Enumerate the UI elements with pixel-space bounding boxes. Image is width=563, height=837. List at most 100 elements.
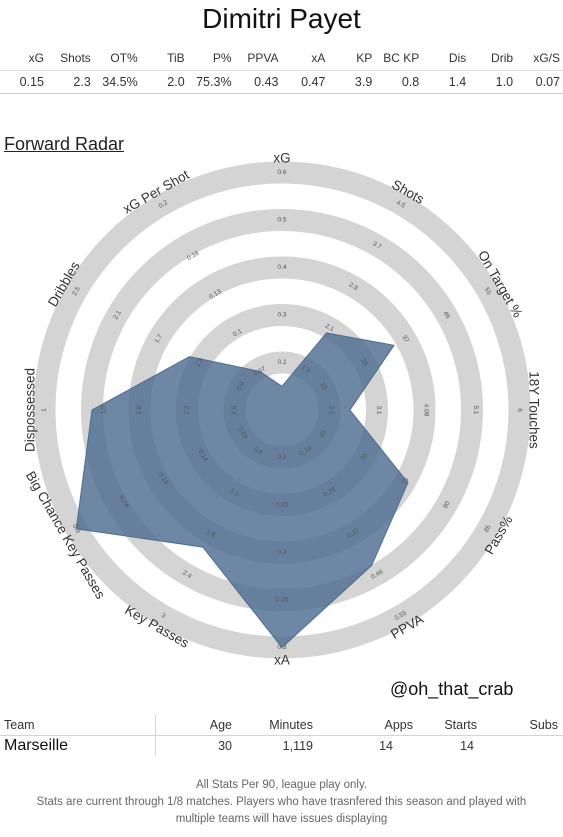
axis-tick-label: 2.2 [184,405,191,414]
axis-tick-label: 4.08 [423,404,430,417]
team-cell: Marseille [4,737,69,754]
axis-tick-label: 6 [516,408,523,412]
team-cell: 14 [379,739,393,753]
player-name: Dimitri Payet [202,3,361,34]
axis-tick-label: 28 [359,358,369,368]
axis-tick-label: 2.6 [231,405,238,414]
stat-value: 0.07 [535,75,560,89]
stat-header: BC KP [383,51,420,65]
watermark: @oh_that_crab [390,679,514,699]
axis-tick-label: 65 [318,429,328,439]
axis-tick-label: 1.7 [153,333,164,345]
axis-tick-label: 0.3 [277,644,286,651]
footnote: All Stats Per 90, league play only. [195,779,368,791]
footnote: multiple teams will have issues displayi… [175,813,388,825]
radar-area [75,332,409,649]
table-divider [155,714,156,756]
team-header: Starts [444,718,477,732]
axis-tick-label: 3.1 [375,405,382,414]
team-header: Team [4,718,35,732]
stat-header: xG/S [533,51,560,65]
axis-tick-label: 75 [401,476,411,486]
axis-tick-label: 4.5 [395,199,407,210]
stat-value: 0.47 [301,75,326,89]
stat-value: 2.0 [167,75,185,89]
stat-header: xA [311,51,326,65]
stat-value: 3.9 [354,75,373,89]
stat-value: 1.0 [495,75,514,89]
axis-tick-label: 0.3 [277,312,286,319]
axis-tick-label: 2.1 [112,309,123,321]
axis-tick-label: 2.1 [327,405,334,414]
footnote: Stats are current through 1/8 matches. P… [36,796,527,808]
axis-label: xG [273,151,290,166]
stat-header: Shots [60,51,91,65]
table-rule [0,93,563,94]
stat-value: 0.43 [254,75,279,89]
axis-tick-label: 70 [360,452,370,462]
axis-tick-label: 0.6 [277,169,286,176]
axis-tick-label: 0.2 [277,359,286,366]
stat-header: Dis [448,51,467,65]
stat-value: 75.3% [196,75,232,89]
chart-title: Forward Radar [4,134,125,154]
team-header: Minutes [269,718,313,732]
axis-label: 18Y Touches [526,371,541,449]
team-cell: 1,119 [282,739,313,753]
axis-tick-label: 0.1 [277,454,286,461]
axis-tick-label: 80 [442,500,452,510]
stat-value: 0.15 [19,75,44,89]
team-cell: 14 [460,739,474,753]
team-header: Subs [529,718,559,732]
axis-tick-label: 2.5 [71,285,82,297]
stat-header: Drib [491,51,514,65]
stat-header: OT% [110,51,138,65]
axis-tick-label: 37 [400,334,410,344]
axis-tick-label: 5.1 [472,405,479,414]
axis-tick-label: 0.3 [71,523,82,535]
axis-tick-label: 0.4 [277,264,286,271]
stat-header: TiB [167,51,185,65]
stat-header: PPVA [247,51,279,65]
stat-value: 1.4 [448,75,467,89]
axis-tick-label: 1 [41,408,48,412]
axis-tick-label: 1.8 [205,528,217,539]
axis-tick-label: 1.5 [101,405,108,414]
axis-tick-label: 0.15 [276,502,289,509]
stat-value: 0.8 [401,75,420,89]
table-rule [0,735,563,736]
axis-tick-label: 0.25 [276,597,289,604]
axis-tick-label: 1.3 [195,357,206,369]
axis-tick-label: 1.8 [136,405,143,414]
axis-tick-label: 2.4 [181,569,193,580]
team-cell: 30 [218,739,232,753]
stat-header: P% [212,51,232,65]
table-rule [0,70,563,71]
axis-tick-label: 0.9 [236,380,247,392]
team-header: Apps [384,718,414,732]
axis-tick-label: 0.2 [277,549,286,556]
axis-tick-label: 85 [483,524,493,534]
axis-tick-label: 3.7 [371,240,383,251]
axis-tick-label: 0.1 [232,328,244,339]
axis-tick-label: 19 [318,381,328,391]
team-header: Age [209,718,232,732]
axis-label: Dispossessed [23,368,38,452]
stat-header: KP [356,51,373,65]
stat-value: 2.3 [73,75,91,89]
axis-label: xA [274,653,290,668]
axis-tick-label: 3 [160,612,167,620]
axis-tick-label: 1.3 [300,364,312,375]
axis-tick-label: 0.6 [252,446,264,457]
stat-value: 34.5% [102,75,138,89]
axis-tick-label: 2.9 [347,281,359,292]
axis-tick-label: 55 [483,286,493,296]
axis-tick-label: 0.2 [158,199,170,210]
axis-tick-label: 1.2 [229,487,241,498]
axis-tick-label: 46 [442,310,452,320]
stat-header: xG [28,51,44,65]
axis-tick-label: 2.1 [324,323,336,334]
axis-tick-label: 0.5 [277,217,286,224]
